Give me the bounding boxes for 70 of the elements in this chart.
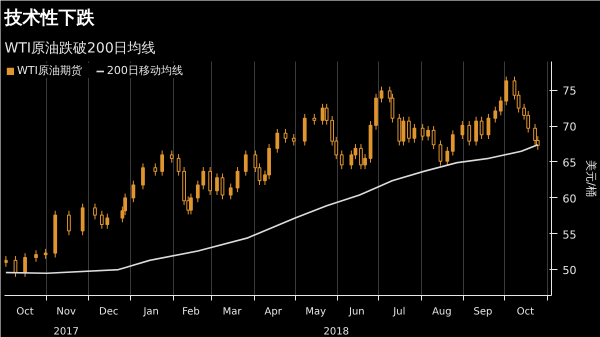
candlestick [141,162,145,190]
x-tick-label: May [305,306,326,318]
x-tick-label: Jul [392,306,406,318]
chart-subtitle: WTI原油跌破200日均线 [4,40,156,56]
candlestick [244,150,248,176]
candlestick [67,210,71,236]
candlestick [324,103,329,126]
candlestick [14,256,18,278]
x-tick-label: Apr [264,306,283,318]
x-tick-label: Sep [474,306,492,318]
y-tick-label: 75 [562,84,576,98]
candlestick [208,166,212,196]
candlestick [93,203,97,220]
candlestick [498,96,503,116]
candlestick [450,130,455,156]
legend-label: WTI原油期货 [17,63,82,78]
candlestick [467,120,472,146]
x2-tick-label: 2018 [324,326,349,337]
candlestick [23,252,27,278]
y-tick-label: 70 [562,120,576,134]
candlestick [34,250,38,262]
candlestick [438,140,442,166]
x2-tick-label: 2017 [53,326,79,337]
candlestick [445,146,450,166]
legend-label: 200日移动均线 [106,63,183,78]
candlestick [196,180,200,203]
y2-axis-title: 美元/桶 [584,160,598,197]
candlestick [105,213,110,230]
x-tick-label: Feb [182,306,200,318]
candlestick [397,113,402,146]
candlestick [201,166,206,190]
candlestick [486,113,490,140]
candlestick [504,76,508,106]
candlestick [284,128,288,144]
candlestick [380,86,384,103]
x-tick-label: Nov [56,306,76,318]
candlestick [292,133,296,146]
candlestick [349,150,354,170]
candlestick [44,248,48,260]
x-tick-label: Aug [432,306,452,318]
y-tick-label: 55 [562,228,576,242]
candlestick [80,203,85,236]
candlestick [131,180,136,203]
candlestick [236,166,240,193]
candlestick [340,150,344,170]
candlestick [100,210,104,230]
x-tick-label: Mar [222,306,242,318]
candlestick [160,150,164,176]
candlestick [176,154,180,176]
candlestick [302,113,307,146]
candlestick [170,150,174,164]
x-tick-label: Dec [99,306,118,318]
candlestick [189,193,193,215]
chart-title: 技术性下跌 [4,8,96,28]
candlestick [460,120,464,140]
x-tick-label: Jun [348,306,365,318]
y-tick-label: 60 [562,192,576,206]
candlestick [275,128,280,154]
x-tick-label: Oct [16,306,34,318]
candlestick [320,103,324,126]
y-tick-label: 65 [562,156,576,170]
y-tick-label: 50 [562,264,576,278]
candlestick [4,256,8,268]
candlestick [228,183,233,200]
candlestick [526,110,530,134]
x-tick-label: Jan [142,306,159,318]
candlestick [493,106,498,124]
candlestick [153,162,158,176]
candlestick [312,113,316,126]
x-tick-label: Oct [516,306,534,318]
